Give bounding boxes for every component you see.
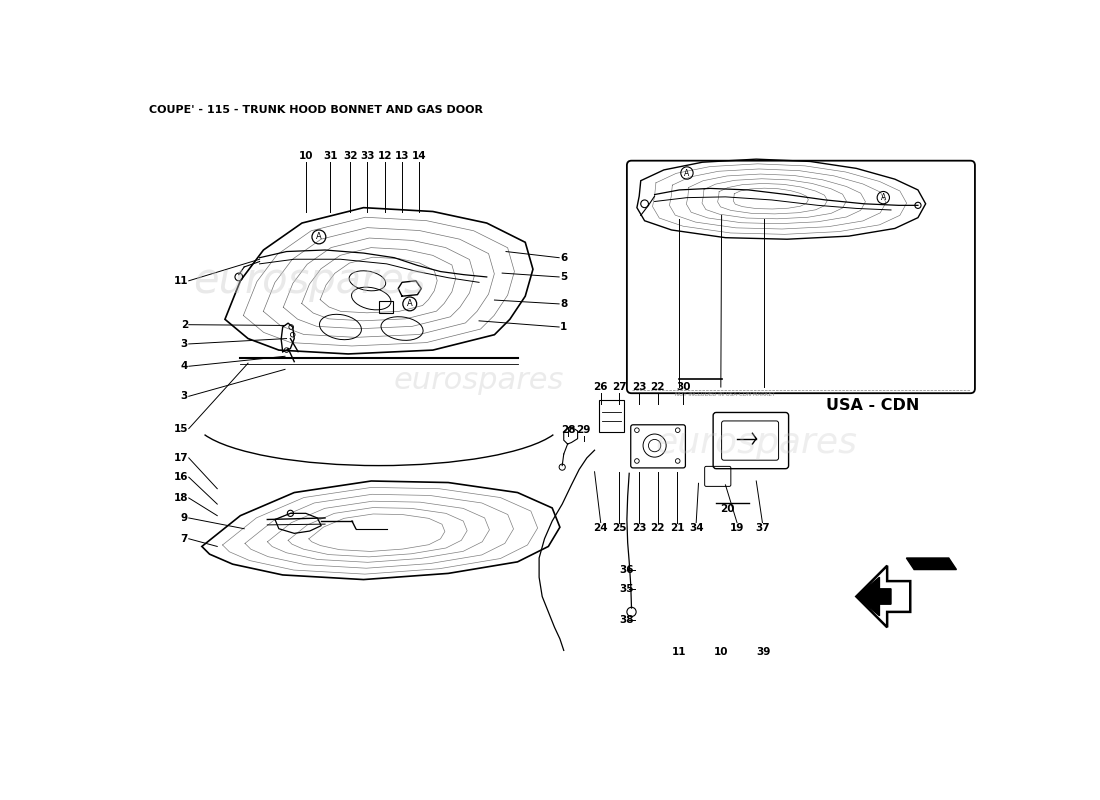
Text: 32: 32 bbox=[343, 151, 358, 162]
Text: 20: 20 bbox=[719, 504, 734, 514]
Bar bbox=[378, 301, 393, 313]
Text: A: A bbox=[881, 193, 886, 202]
Text: 4: 4 bbox=[180, 362, 188, 371]
Text: 21: 21 bbox=[670, 523, 684, 534]
Text: eurospares: eurospares bbox=[394, 366, 564, 395]
Text: 36: 36 bbox=[619, 565, 634, 574]
FancyBboxPatch shape bbox=[627, 161, 975, 394]
Text: 12: 12 bbox=[378, 151, 393, 162]
Text: 3: 3 bbox=[180, 391, 188, 402]
Text: 22: 22 bbox=[650, 382, 664, 393]
Text: 1: 1 bbox=[560, 322, 568, 332]
Text: 34: 34 bbox=[689, 523, 704, 534]
Text: 7: 7 bbox=[180, 534, 188, 544]
Text: 39: 39 bbox=[757, 647, 771, 658]
Text: 37: 37 bbox=[755, 523, 770, 534]
Text: 26: 26 bbox=[594, 382, 608, 393]
Circle shape bbox=[287, 510, 294, 517]
Text: 17: 17 bbox=[174, 453, 188, 463]
Text: 22: 22 bbox=[650, 523, 664, 534]
Text: NOT INCLUDED IN USA-CDN MARKET: NOT INCLUDED IN USA-CDN MARKET bbox=[675, 392, 776, 397]
Text: 35: 35 bbox=[619, 584, 634, 594]
Text: 33: 33 bbox=[360, 151, 375, 162]
Text: A: A bbox=[407, 299, 412, 308]
Text: eurospares: eurospares bbox=[194, 260, 426, 302]
Text: 18: 18 bbox=[174, 493, 188, 503]
Text: 19: 19 bbox=[729, 523, 745, 534]
Text: 23: 23 bbox=[632, 523, 647, 534]
Text: 6: 6 bbox=[560, 253, 568, 262]
Text: 25: 25 bbox=[612, 523, 626, 534]
Text: 10: 10 bbox=[298, 151, 314, 162]
Text: 3: 3 bbox=[180, 339, 188, 349]
Text: 28: 28 bbox=[561, 425, 575, 435]
Text: A: A bbox=[684, 169, 690, 178]
Text: A: A bbox=[316, 233, 322, 242]
Text: 24: 24 bbox=[593, 523, 608, 534]
Text: 38: 38 bbox=[619, 614, 634, 625]
Text: 30: 30 bbox=[675, 382, 691, 393]
Text: 29: 29 bbox=[576, 425, 591, 435]
Text: 27: 27 bbox=[612, 382, 627, 393]
Text: 31: 31 bbox=[323, 151, 338, 162]
Text: 14: 14 bbox=[411, 151, 427, 162]
Text: 11: 11 bbox=[174, 276, 188, 286]
Text: 23: 23 bbox=[632, 382, 647, 393]
Text: 15: 15 bbox=[174, 424, 188, 434]
Text: eurospares: eurospares bbox=[656, 426, 857, 459]
Text: 13: 13 bbox=[395, 151, 409, 162]
Text: 5: 5 bbox=[560, 272, 568, 282]
Text: 10: 10 bbox=[714, 647, 728, 658]
Text: 16: 16 bbox=[174, 472, 188, 482]
Text: 9: 9 bbox=[180, 513, 188, 523]
Polygon shape bbox=[856, 578, 891, 616]
Text: COUPE' - 115 - TRUNK HOOD BONNET AND GAS DOOR: COUPE' - 115 - TRUNK HOOD BONNET AND GAS… bbox=[150, 106, 484, 115]
Text: USA - CDN: USA - CDN bbox=[825, 398, 918, 413]
Text: 11: 11 bbox=[672, 647, 686, 658]
Text: 2: 2 bbox=[180, 320, 188, 330]
Polygon shape bbox=[906, 558, 957, 570]
Text: 8: 8 bbox=[560, 299, 568, 309]
